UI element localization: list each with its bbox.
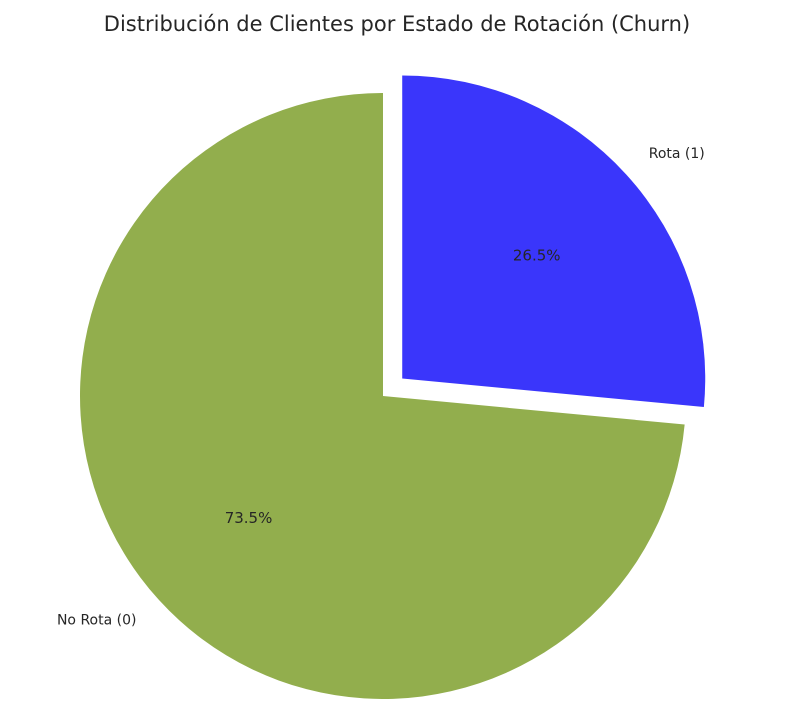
pie-slice-rota-1 [402, 75, 706, 408]
pie-slices [80, 75, 706, 699]
category-label-no-rota-0: No Rota (0) [57, 612, 137, 628]
category-label-rota-1: Rota (1) [649, 146, 705, 162]
chart-title: Distribución de Clientes por Estado de R… [104, 12, 690, 36]
percent-label-no-rota-0: 73.5% [225, 509, 273, 527]
percent-label-rota-1: 26.5% [513, 247, 561, 265]
pie-labels: 73.5% No Rota (0) 26.5% Rota (1) [57, 146, 705, 628]
pie-slice-no-rota-0 [80, 93, 685, 699]
